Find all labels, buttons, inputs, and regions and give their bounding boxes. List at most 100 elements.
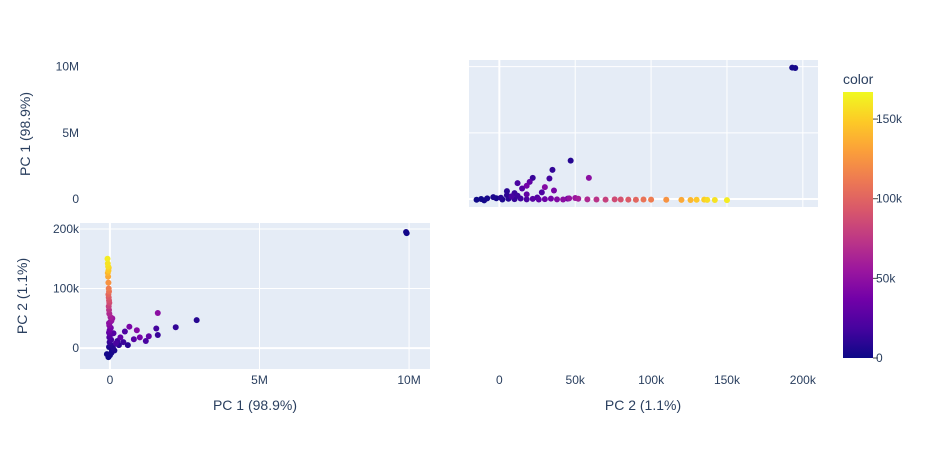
data-point (693, 196, 700, 203)
data-point (523, 182, 530, 189)
colorbar-tick-labels: 0 50k 100k 150k (873, 112, 903, 365)
data-point (611, 196, 618, 203)
data-point (153, 325, 160, 332)
data-point (640, 196, 647, 203)
data-point (632, 196, 639, 203)
data-point (523, 196, 530, 203)
x-tick-label: 0 (107, 373, 114, 387)
data-point (105, 279, 112, 286)
data-point (193, 317, 200, 324)
x-tick-label: 200k (790, 373, 817, 387)
y-tick-label: 0 (72, 192, 79, 206)
data-point (541, 196, 548, 203)
data-point (648, 196, 655, 203)
colorbar-tick-label: 50k (876, 271, 896, 285)
data-point (723, 197, 730, 204)
data-point (124, 342, 131, 349)
data-point (617, 196, 624, 203)
data-point (145, 333, 152, 340)
data-point (133, 327, 140, 334)
panel-pc1-vs-pc2-background (80, 223, 430, 369)
data-point (789, 64, 796, 71)
data-point (567, 157, 574, 164)
y-tick-label: 100k (53, 282, 80, 296)
data-point (514, 180, 521, 187)
panel-pc2-vs-pc1-background (469, 60, 818, 207)
data-point (585, 174, 592, 181)
data-point (104, 260, 111, 267)
panel-pc1-vs-pc2-y-tick-labels: 0 100k 200k (53, 222, 80, 355)
data-point (126, 323, 133, 330)
x-tick-label: 5M (251, 373, 268, 387)
data-point (490, 194, 497, 201)
y-axis-title-top: PC 1 (98.9%) (17, 92, 33, 176)
data-point (130, 336, 137, 343)
data-point (704, 196, 711, 203)
data-point (503, 192, 510, 199)
data-point (105, 285, 112, 292)
data-point (687, 196, 694, 203)
data-point (154, 332, 161, 339)
y-tick-label: 200k (53, 222, 80, 236)
panel-pc2-vs-pc1-markers (473, 64, 799, 204)
colorbar-tick-label: 150k (876, 112, 903, 126)
x-tick-label: 100k (638, 373, 665, 387)
data-point (535, 196, 542, 203)
colorbar-gradient (843, 92, 873, 358)
data-point (584, 196, 591, 203)
data-point (560, 196, 567, 203)
x-tick-label: 150k (714, 373, 741, 387)
data-point (529, 195, 536, 202)
y-axis-title-bottom: PC 2 (1.1%) (14, 258, 30, 334)
data-point (575, 195, 582, 202)
x-tick-label: 0 (496, 373, 503, 387)
data-point (546, 175, 553, 182)
data-point (523, 191, 530, 198)
data-point (549, 166, 556, 173)
data-point (484, 195, 491, 202)
data-point (104, 255, 111, 262)
data-point (711, 196, 718, 203)
x-axis-title-right: PC 2 (1.1%) (605, 397, 681, 413)
panel-pc1-y-tick-labels: 0 5M 10M (56, 60, 80, 206)
panel-pc1-vs-pc2-markers (103, 228, 410, 361)
data-point (473, 196, 480, 203)
data-point (142, 337, 149, 344)
data-point (566, 195, 573, 202)
data-point (602, 196, 609, 203)
data-point (172, 324, 179, 331)
data-point (663, 196, 670, 203)
data-point (508, 193, 515, 200)
data-point (112, 340, 119, 347)
data-point (517, 195, 524, 202)
data-point (541, 184, 548, 191)
data-point (678, 196, 685, 203)
data-point (121, 328, 128, 335)
data-point (117, 334, 124, 341)
data-point (154, 309, 161, 316)
x-axis-title-left: PC 1 (98.9%) (213, 397, 297, 413)
x-tick-label: 10M (397, 373, 420, 387)
data-point (547, 195, 554, 202)
data-point (403, 230, 410, 237)
data-point (538, 189, 545, 196)
data-point (519, 185, 526, 192)
data-point (593, 196, 600, 203)
data-point (625, 196, 632, 203)
colorbar-title: color (843, 71, 874, 87)
data-point (103, 351, 110, 358)
data-point (120, 339, 127, 346)
data-point (136, 334, 143, 341)
data-point (554, 196, 561, 203)
pc2-x-tick-labels: 0 50k 100k 150k 200k (496, 373, 817, 387)
y-tick-label: 5M (62, 126, 79, 140)
data-point (550, 187, 557, 194)
colorbar-tick-label: 100k (876, 192, 903, 206)
colorbar-tick-label: 0 (876, 351, 883, 365)
data-point (497, 194, 504, 201)
panel-pc1-vs-pc2-x-tick-labels: 0 5M 10M (107, 373, 421, 387)
y-tick-label: 0 (72, 341, 79, 355)
x-tick-label: 50k (566, 373, 586, 387)
y-tick-label: 10M (56, 60, 79, 74)
